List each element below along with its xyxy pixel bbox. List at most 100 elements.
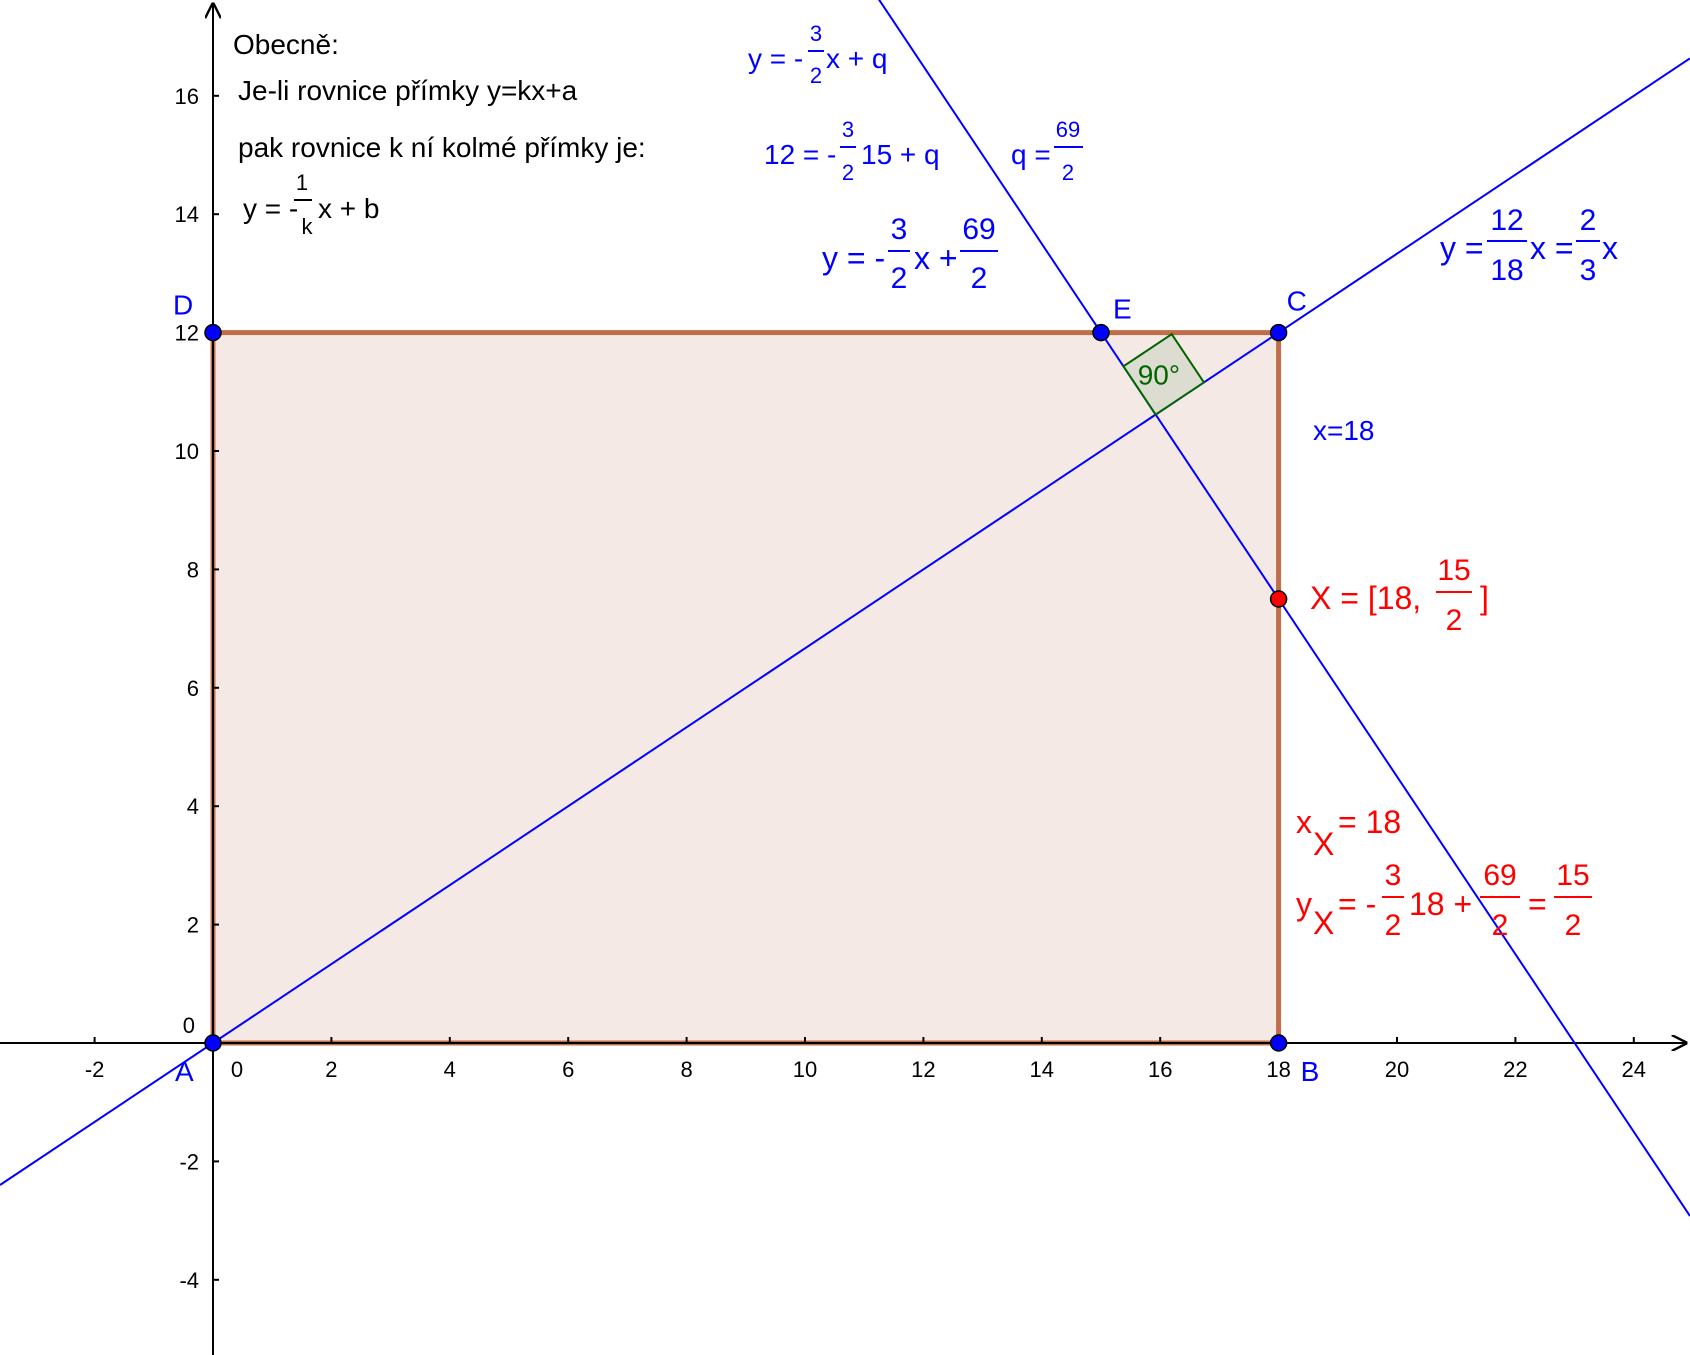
eq-q-den: 2 <box>1062 160 1074 185</box>
eq-perp-general-den: 2 <box>810 63 822 88</box>
eq-diag: y = 12 18 x = 2 3 x <box>1440 204 1618 287</box>
eq-diag-den1: 18 <box>1490 254 1523 287</box>
eq-diag-num1: 12 <box>1490 204 1523 237</box>
note-frac-den: k <box>302 214 314 239</box>
eq-perp-general-prefix: y = - <box>748 43 803 74</box>
yx-eq-den2: 2 <box>1492 909 1509 942</box>
x-tick-label: 2 <box>325 1057 337 1082</box>
yx-eq-num1: 3 <box>1385 859 1402 892</box>
note-line2: pak rovnice k ní kolmé přímky je: <box>238 132 646 163</box>
x-coords-den: 2 <box>1446 604 1463 637</box>
xx-eq: x X = 18 <box>1296 804 1401 862</box>
eq-subst-prefix: 12 = - <box>764 139 836 170</box>
y-tick-label: 0 <box>183 1013 195 1038</box>
yx-eq-den1: 2 <box>1385 909 1402 942</box>
y-tick-label: 14 <box>175 202 199 227</box>
yx-eq-eq: = - <box>1338 886 1376 922</box>
eq-perp-final: y = - 3 2 x + 69 2 <box>822 213 998 295</box>
eq-perp-final-prefix: y = - <box>822 240 885 276</box>
x-tick-label: 22 <box>1503 1057 1527 1082</box>
x-tick-label: 10 <box>793 1057 817 1082</box>
note-formula-prefix: y = - <box>243 193 298 224</box>
y-tick-label: 6 <box>187 676 199 701</box>
yx-eq-mid: 18 + <box>1409 886 1472 922</box>
eq-subst-num: 3 <box>842 117 854 142</box>
note-formula: y = - 1 k x + b <box>243 170 379 239</box>
note-formula-suffix: x + b <box>318 193 379 224</box>
point-a <box>204 1034 222 1052</box>
x-tick-label: 8 <box>680 1057 692 1082</box>
eq-perp-final-num1: 3 <box>891 213 908 246</box>
yx-eq: y X = - 3 2 18 + 69 2 = 15 2 <box>1296 859 1592 942</box>
right-angle-marker <box>1122 332 1206 416</box>
yx-eq-den3: 2 <box>1565 909 1582 942</box>
eq-diag-den2: 3 <box>1580 254 1597 287</box>
yx-eq-y: y <box>1296 886 1312 922</box>
points-layer: A B C D E <box>173 286 1319 1087</box>
eq-perp-final-den1: 2 <box>891 262 908 295</box>
eq-diag-prefix: y = <box>1440 230 1484 266</box>
point-d <box>204 323 222 342</box>
y-tick-label: 16 <box>175 84 199 109</box>
yx-eq-num2: 69 <box>1483 859 1516 892</box>
yx-eq-sub: X <box>1313 905 1334 941</box>
eq-perp-general-num: 3 <box>810 21 822 46</box>
x-tick-label: 4 <box>444 1057 456 1082</box>
angle-label: 90° <box>1138 359 1180 390</box>
eq-subst-den: 2 <box>842 160 854 185</box>
point-b <box>1269 1034 1288 1052</box>
x-tick-label: 24 <box>1622 1057 1646 1082</box>
x-tick-label: 0 <box>231 1057 243 1082</box>
x-tick-label: 14 <box>1030 1057 1054 1082</box>
eq-diag-mid: x = <box>1530 230 1574 266</box>
yx-eq-eq2: = <box>1528 886 1547 922</box>
eq-q-prefix: q = <box>1011 139 1051 170</box>
eq-perp-final-den2: 2 <box>971 262 988 295</box>
eq-q: q = 69 2 <box>1011 117 1083 185</box>
point-label-e: E <box>1113 294 1132 325</box>
y-tick-label: 12 <box>175 321 199 346</box>
x-coords-prefix: X = [18, <box>1310 580 1421 616</box>
note-line1: Je-li rovnice přímky y=kx+a <box>238 75 578 106</box>
eq-x18: x=18 <box>1313 415 1375 446</box>
point-e <box>1092 323 1110 342</box>
y-tick-label: 10 <box>175 439 199 464</box>
x-coords-num: 15 <box>1437 554 1470 587</box>
point-x <box>1269 590 1288 608</box>
yx-eq-num3: 15 <box>1556 859 1589 892</box>
eq-q-num: 69 <box>1056 117 1080 142</box>
point-label-b: B <box>1301 1056 1320 1087</box>
y-tick-label: -4 <box>179 1268 199 1293</box>
x-tick-label: 18 <box>1266 1057 1290 1082</box>
y-axis-ticks: -4 -2 0 2 4 6 8 10 12 14 16 <box>175 84 219 1293</box>
x-tick-label: 12 <box>911 1057 935 1082</box>
x-tick-label: 6 <box>562 1057 574 1082</box>
x-tick-label: -2 <box>85 1057 105 1082</box>
y-tick-label: 2 <box>187 913 199 938</box>
eq-subst: 12 = - 3 2 15 + q <box>764 117 940 185</box>
x-tick-label: 16 <box>1148 1057 1172 1082</box>
eq-diag-num2: 2 <box>1580 204 1597 237</box>
x-tick-label: 20 <box>1385 1057 1409 1082</box>
eq-subst-suffix: 15 + q <box>861 139 940 170</box>
xx-eq-x: x <box>1296 804 1312 840</box>
diagonal-line-ac <box>0 57 1690 1186</box>
xx-eq-sub: X <box>1313 826 1334 862</box>
eq-diag-suffix: x <box>1602 230 1618 266</box>
point-label-c: C <box>1287 286 1307 317</box>
x-axis-ticks: -2 0 2 4 6 8 10 12 14 16 18 20 22 24 <box>85 1037 1646 1082</box>
point-label-d: D <box>173 290 193 321</box>
note-heading: Obecně: <box>233 29 339 60</box>
eq-perp-general-suffix: x + q <box>826 43 887 74</box>
eq-perp-general: y = - 3 2 x + q <box>748 21 887 88</box>
note-frac-num: 1 <box>296 170 308 195</box>
y-tick-label: 4 <box>187 794 199 819</box>
x-coords: X = [18, 15 2 ] <box>1310 554 1489 637</box>
eq-perp-final-mid: x + <box>914 240 958 276</box>
perpendicular-line <box>878 0 1690 1217</box>
y-tick-label: -2 <box>179 1149 199 1174</box>
point-c <box>1269 323 1288 342</box>
y-tick-label: 8 <box>187 557 199 582</box>
x-coords-suffix: ] <box>1480 580 1489 616</box>
